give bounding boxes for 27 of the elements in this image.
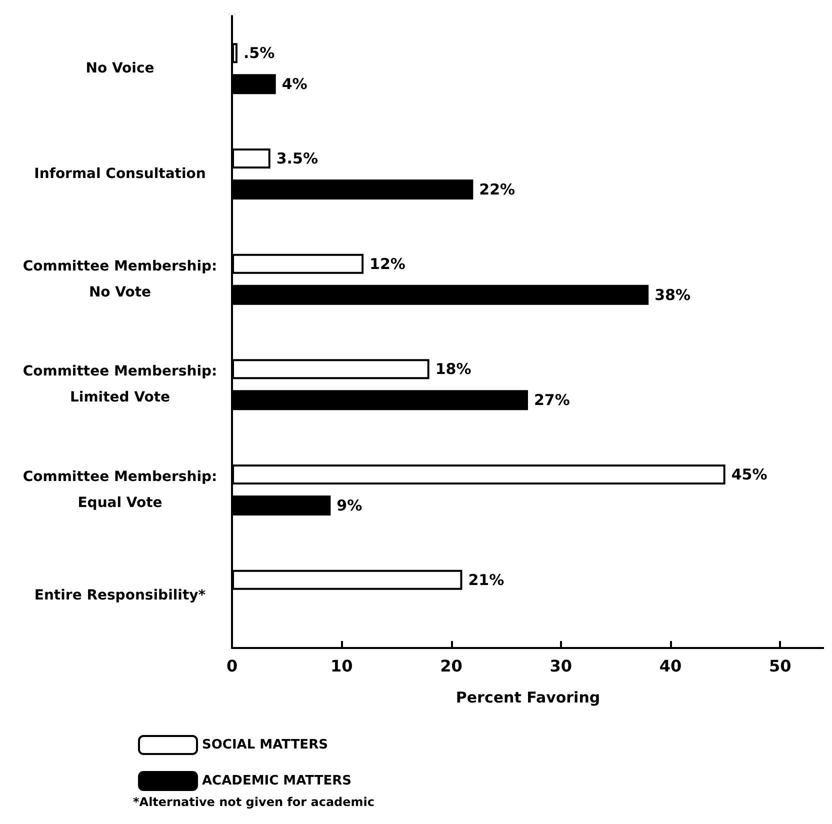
data-label: 45% [731,466,768,484]
legend-label: SOCIAL MATTERS [202,738,328,752]
x-tick-label: 0 [226,656,238,676]
data-label: 18% [435,360,472,378]
data-label: 3.5% [276,150,318,168]
x-axis-title: Percent Favoring [456,688,600,706]
legend-label: ACADEMIC MATTERS [202,774,352,788]
y-tick-label: Committee Membership: Limited Vote [22,364,218,406]
data-label: 27% [534,391,570,410]
x-tick-label: 10 [330,656,353,676]
data-label: 9% [336,496,362,514]
data-label: 38% [654,286,690,304]
y-tick-label: Entire Responsibility* [34,587,206,604]
data-label: .5% [243,44,275,62]
y-tick-label: Committee Membership: Equal Vote [22,469,218,511]
text: *Alternative not given for academic [133,795,375,809]
data-label: 12% [370,254,406,273]
data-label: 22% [479,180,516,198]
y-tick-label: No Voice [86,60,154,77]
data-label: 21% [468,570,504,589]
x-tick-label: 20 [440,656,462,676]
x-tick-label: 40 [659,656,682,676]
x-tick-label: 30 [550,656,572,676]
y-tick-label: Informal Consultation [34,166,206,182]
data-label: 4% [282,75,308,94]
y-tick-label: Committee Membership: No Vote [22,258,218,300]
x-tick-label: 50 [769,656,792,676]
